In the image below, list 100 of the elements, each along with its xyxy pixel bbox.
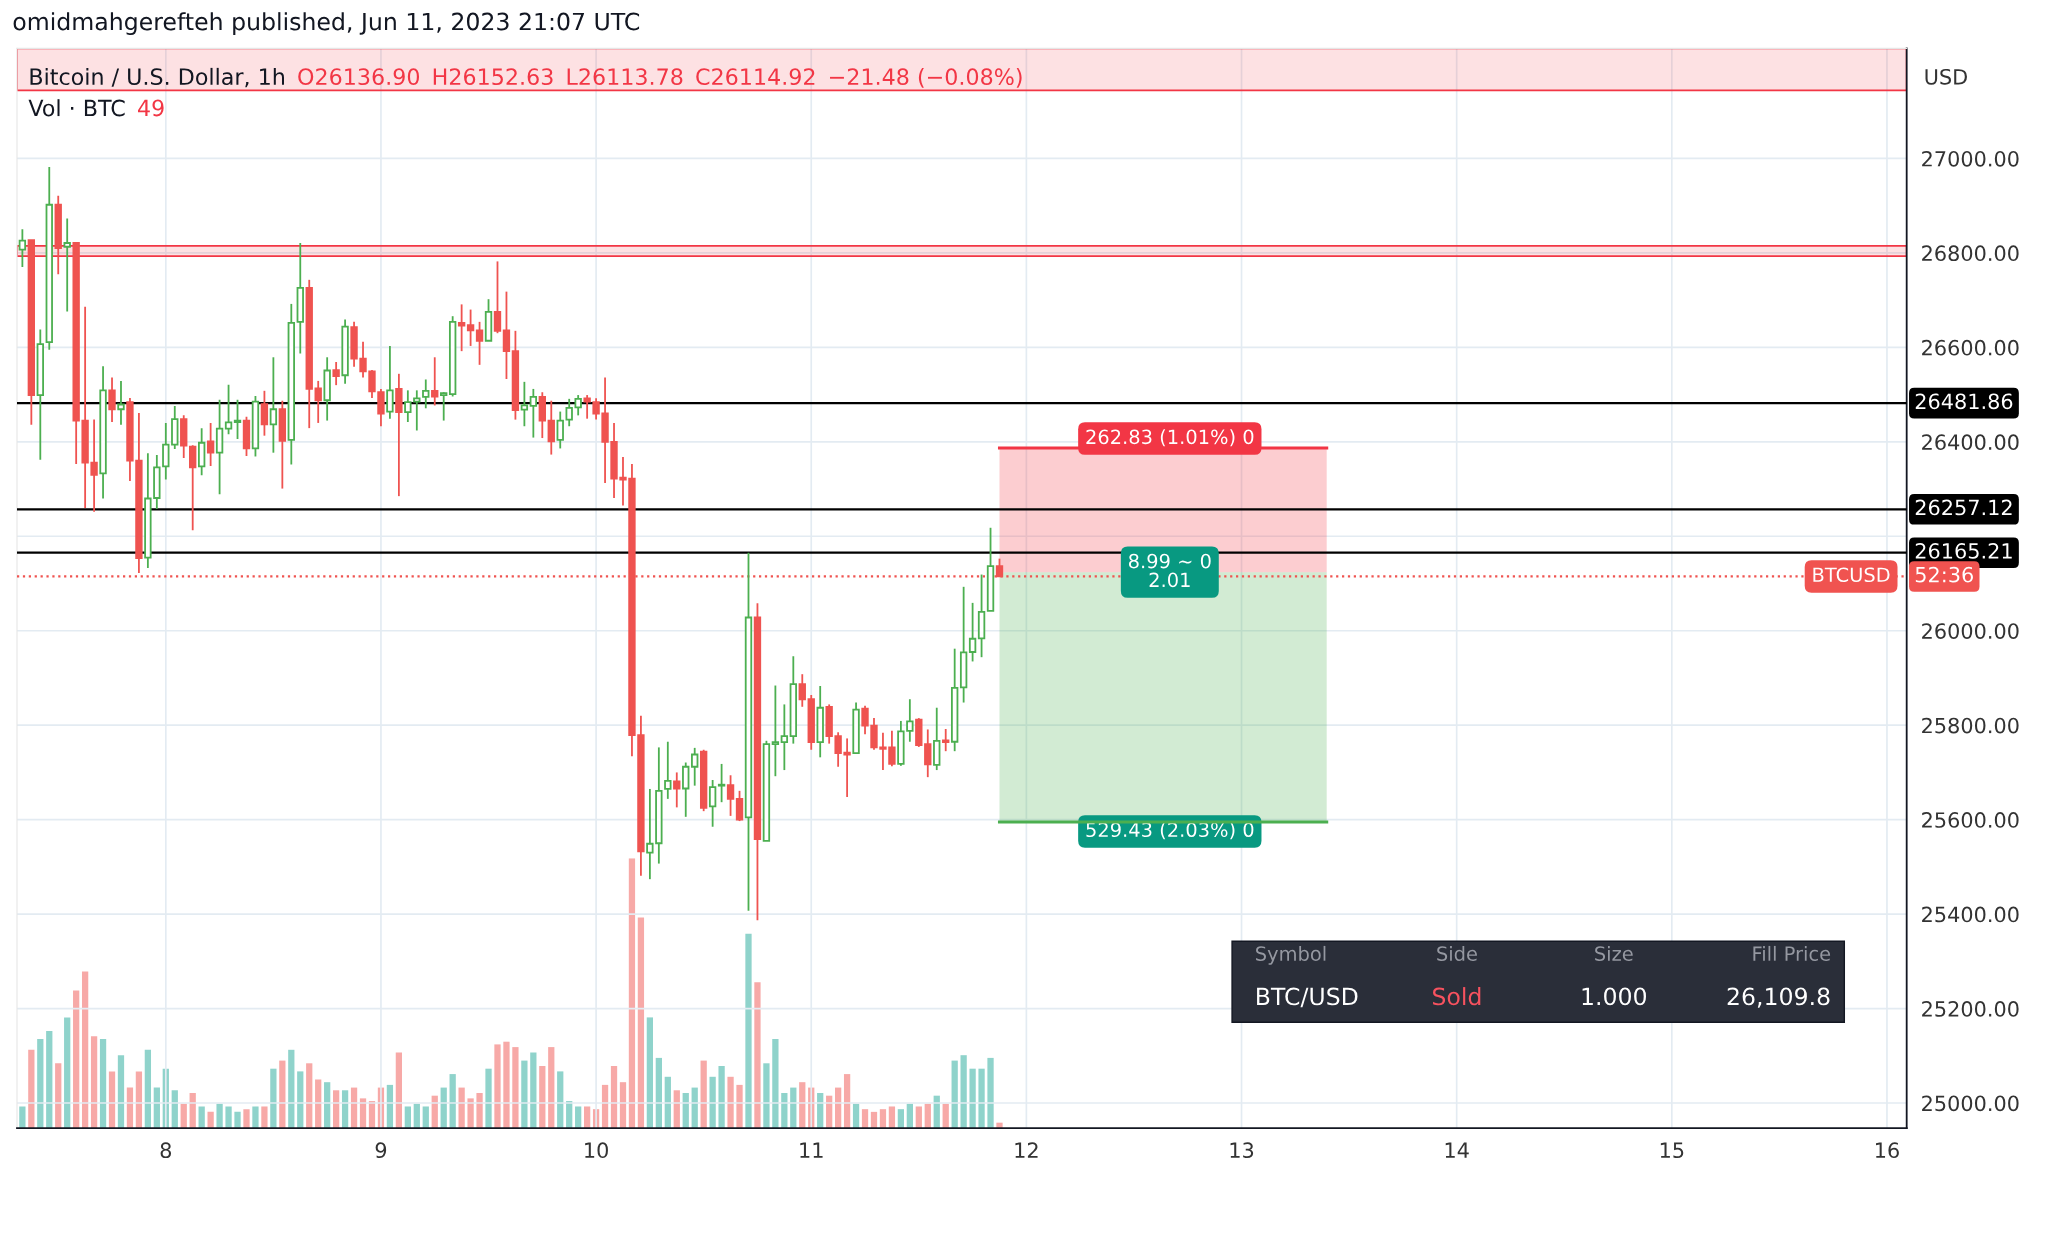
bar bbox=[969, 1068, 976, 1129]
bar bbox=[413, 1103, 420, 1129]
bar bbox=[960, 1055, 967, 1129]
bar bbox=[521, 1060, 528, 1129]
ref-line-label: 26257.12 bbox=[1915, 499, 2012, 516]
bar bbox=[404, 1106, 411, 1129]
x-tick-label: 14 bbox=[1445, 1142, 1469, 1158]
bar bbox=[108, 1071, 116, 1129]
candlestick bbox=[18, 228, 27, 268]
bar bbox=[279, 1060, 286, 1129]
candlestick bbox=[502, 290, 511, 380]
y-tick-label: 26600.00 bbox=[1922, 339, 2019, 356]
candlestick bbox=[924, 728, 932, 779]
bar bbox=[619, 1082, 627, 1129]
bar bbox=[467, 1098, 474, 1129]
annotation: O26136.90 bbox=[298, 68, 420, 86]
ref-line-label: 26481.86 bbox=[1915, 393, 2013, 410]
bar bbox=[942, 1103, 949, 1129]
bar bbox=[297, 1071, 304, 1129]
bar bbox=[234, 1111, 241, 1129]
candlestick bbox=[431, 356, 439, 407]
candlestick bbox=[771, 684, 780, 778]
x-tick-label: 11 bbox=[800, 1142, 823, 1158]
annotation: 262.83 (1.01%) 0 bbox=[1086, 429, 1254, 447]
candlestick bbox=[682, 761, 690, 818]
candlestick bbox=[260, 389, 269, 437]
bar bbox=[90, 1036, 98, 1129]
chart-title: omidmahgerefteh published, Jun 11, 2023 21:07 UTC bbox=[13, 12, 640, 35]
bar bbox=[583, 1106, 591, 1129]
y-tick-label: 27000.00 bbox=[1922, 150, 2019, 167]
candlestick bbox=[440, 391, 448, 422]
x-tick-label: 8 bbox=[160, 1142, 172, 1159]
bar bbox=[306, 1063, 313, 1129]
bar bbox=[476, 1092, 483, 1129]
y-tick-label: 25800.00 bbox=[1922, 717, 2019, 734]
y-tick-label: 26000.00 bbox=[1922, 623, 2019, 639]
bar bbox=[610, 1065, 618, 1129]
candlestick bbox=[314, 379, 322, 424]
bar bbox=[978, 1068, 985, 1129]
bar bbox=[852, 1103, 860, 1129]
candlestick bbox=[269, 356, 278, 454]
bar bbox=[646, 1017, 654, 1129]
bar bbox=[216, 1103, 223, 1129]
candlestick bbox=[556, 410, 564, 450]
candlestick bbox=[332, 361, 340, 387]
annotation: 26,109.8 bbox=[1727, 987, 1830, 1008]
bar bbox=[879, 1109, 887, 1129]
bar bbox=[987, 1057, 994, 1129]
annotation: C26114.92 bbox=[696, 68, 815, 86]
x-tick-label: 10 bbox=[585, 1142, 608, 1159]
bar bbox=[843, 1074, 851, 1129]
x-tick-label: 16 bbox=[1876, 1142, 1899, 1159]
chart-title: Vol · BTC bbox=[28, 99, 125, 117]
bar bbox=[324, 1082, 331, 1129]
ref-line-label: 26165.21 bbox=[1915, 543, 2012, 559]
y-tick-label: 25400.00 bbox=[1922, 906, 2019, 923]
bar bbox=[861, 1109, 869, 1129]
candlestick bbox=[673, 771, 681, 809]
candlestick bbox=[520, 380, 529, 428]
bar bbox=[28, 1049, 35, 1129]
annotation: Symbol bbox=[1256, 945, 1326, 965]
bar bbox=[628, 858, 636, 1129]
bar bbox=[924, 1103, 931, 1129]
candlestick bbox=[466, 308, 475, 347]
x-tick-label: 13 bbox=[1230, 1142, 1254, 1159]
candlestick bbox=[475, 320, 484, 366]
candlestick bbox=[189, 444, 197, 532]
bar bbox=[19, 1106, 26, 1129]
candlestick bbox=[538, 391, 546, 439]
candlestick bbox=[664, 740, 672, 800]
y-axis-title: USD bbox=[1925, 68, 1967, 85]
bar bbox=[700, 1060, 707, 1129]
bar bbox=[727, 1076, 734, 1129]
text: Bitcoin / U.S. Dollar, 1h bbox=[30, 67, 284, 88]
x-tick-label: 12 bbox=[1015, 1142, 1038, 1158]
candlestick bbox=[547, 399, 555, 456]
annotation: H26152.63 bbox=[433, 68, 553, 86]
candlestick bbox=[395, 372, 403, 498]
candlestick bbox=[726, 774, 735, 817]
bar bbox=[135, 1071, 143, 1129]
bar bbox=[655, 1057, 662, 1129]
bar bbox=[557, 1071, 564, 1129]
bar bbox=[315, 1079, 322, 1129]
bar bbox=[225, 1106, 232, 1129]
candlestick bbox=[422, 378, 430, 410]
x-tick-label: 9 bbox=[375, 1142, 387, 1159]
candlestick bbox=[735, 789, 744, 822]
x-tick-label: 15 bbox=[1660, 1142, 1684, 1159]
y-tick-label: 26400.00 bbox=[1922, 434, 2019, 451]
candlestick bbox=[942, 728, 950, 753]
bar bbox=[288, 1049, 295, 1129]
bar bbox=[117, 1055, 125, 1129]
bar bbox=[736, 1084, 743, 1129]
bar bbox=[99, 1039, 107, 1129]
bar bbox=[55, 1063, 62, 1129]
bar bbox=[198, 1106, 205, 1129]
bar bbox=[64, 1017, 71, 1129]
bar bbox=[494, 1044, 501, 1129]
candlestick bbox=[717, 763, 726, 804]
annotation: 49 bbox=[138, 99, 164, 117]
